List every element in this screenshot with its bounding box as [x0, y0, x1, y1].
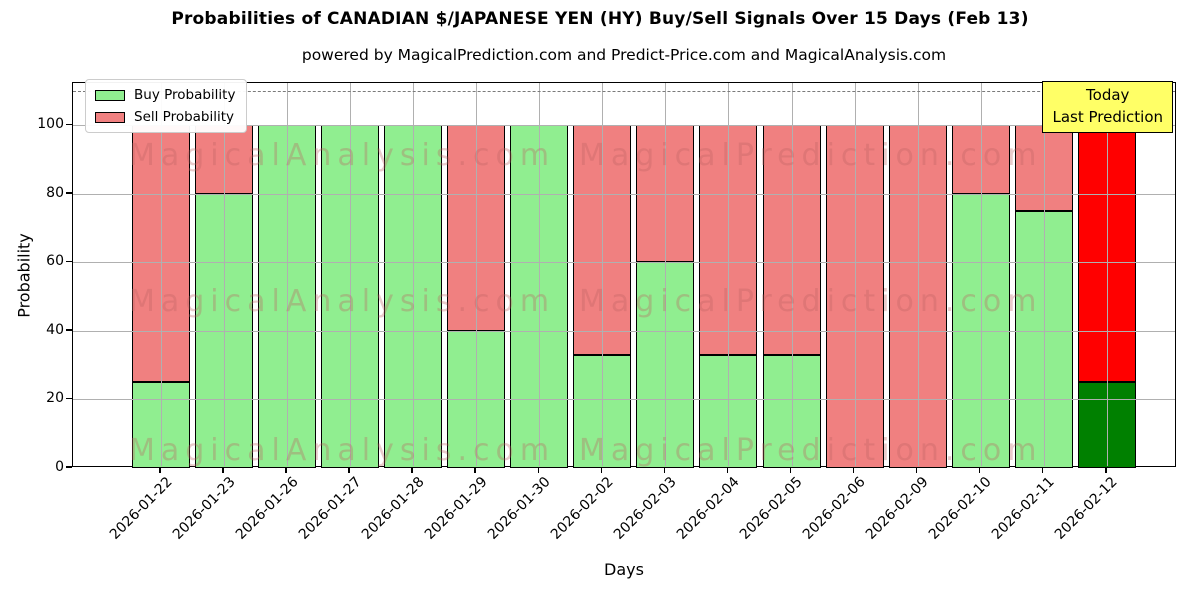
- x-tick-mark: [852, 467, 855, 473]
- v-gridline: [728, 83, 730, 466]
- sell-color-swatch: [95, 111, 125, 123]
- x-tick-mark: [789, 467, 792, 473]
- x-tick-label-text: 2026-02-03: [610, 474, 680, 543]
- x-tick-label-text: 2026-01-23: [169, 474, 239, 543]
- v-gridline: [791, 83, 793, 466]
- x-tick-mark: [285, 467, 287, 473]
- y-tick-mark: [66, 329, 72, 331]
- x-tick-mark: [537, 467, 540, 473]
- x-tick-label-text: 2026-01-26: [232, 474, 302, 543]
- h-gridline: [73, 125, 1175, 127]
- x-tick-mark: [978, 467, 981, 473]
- x-tick-label-text: 2026-02-05: [736, 474, 806, 543]
- buy-color-swatch: [95, 89, 125, 101]
- x-tick-mark: [1104, 467, 1107, 473]
- x-tick-mark: [222, 467, 224, 473]
- y-tick-mark: [66, 123, 72, 126]
- x-tick-label-text: 2026-01-28: [358, 474, 428, 543]
- x-tick-mark: [663, 467, 666, 473]
- v-gridline: [854, 83, 856, 466]
- x-tick-mark: [159, 467, 161, 473]
- v-gridline: [539, 83, 541, 466]
- y-tick-mark: [66, 260, 72, 263]
- legend-label-buy: Buy Probability: [134, 87, 236, 103]
- x-tick-label-text: 2026-02-09: [863, 474, 932, 543]
- y-tick-mark: [66, 397, 72, 400]
- x-tick-mark: [726, 467, 729, 473]
- legend-item-sell: Sell Probability: [95, 109, 235, 125]
- x-tick-label-text: 2026-01-22: [106, 474, 176, 543]
- today-annotation: Today Last Prediction: [1042, 81, 1173, 133]
- y-tick-label: 20: [46, 390, 64, 407]
- x-tick-label-text: 2026-02-12: [1052, 474, 1122, 543]
- v-gridline: [287, 83, 289, 466]
- y-axis-label: Probability: [14, 233, 34, 318]
- y-tick-label: 100: [37, 116, 64, 133]
- v-gridline: [350, 83, 352, 466]
- h-gridline: [73, 193, 1175, 195]
- y-tick-label: 0: [55, 459, 64, 475]
- v-gridline: [161, 83, 162, 466]
- threshold-dashed-line: [73, 91, 1175, 93]
- v-gridline: [413, 83, 415, 466]
- x-tick-mark: [600, 467, 603, 473]
- v-gridline: [476, 83, 478, 466]
- x-tick-label-text: 2026-02-02: [547, 474, 617, 543]
- v-gridline: [917, 83, 919, 466]
- y-tick-mark: [66, 466, 72, 468]
- x-tick-label-text: 2026-02-04: [673, 474, 743, 543]
- h-gridline: [73, 330, 1175, 332]
- x-tick-mark: [348, 467, 350, 473]
- legend: Buy Probability Sell Probability: [85, 79, 248, 133]
- y-tick-label: 60: [46, 253, 64, 270]
- chart-subtitle: powered by MagicalPrediction.com and Pre…: [301, 46, 947, 64]
- annotation-line1: Today: [1086, 86, 1130, 104]
- v-gridline: [665, 83, 667, 466]
- y-tick-label: 40: [46, 321, 64, 338]
- x-tick-mark: [411, 467, 413, 473]
- x-tick-label-text: 2026-01-27: [295, 474, 365, 543]
- v-gridline: [602, 83, 604, 466]
- x-tick-label-text: 2026-02-06: [800, 474, 869, 543]
- plot-area: Buy Probability Sell Probability Today L…: [72, 79, 1176, 468]
- x-tick-mark: [474, 467, 477, 473]
- y-tick-label: 80: [46, 184, 64, 201]
- x-tick-mark: [1041, 467, 1044, 473]
- chart-title: Probabilities of CANADIAN $/JAPANESE YEN…: [171, 9, 1029, 29]
- x-tick-label-text: 2026-01-29: [421, 474, 491, 543]
- h-gridline: [73, 399, 1175, 401]
- x-tick-label-text: 2026-01-30: [484, 474, 554, 543]
- y-tick-mark: [66, 192, 72, 194]
- v-gridline: [224, 83, 226, 466]
- h-gridline: [73, 262, 1175, 264]
- v-gridline: [1043, 83, 1045, 466]
- x-tick-mark: [915, 467, 918, 473]
- legend-label-sell: Sell Probability: [134, 109, 235, 125]
- legend-item-buy: Buy Probability: [95, 87, 235, 103]
- v-gridline: [1106, 83, 1108, 466]
- x-axis-label: Days: [604, 560, 644, 579]
- x-tick-label-text: 2026-02-11: [989, 474, 1059, 543]
- annotation-line2: Last Prediction: [1052, 107, 1163, 126]
- v-gridline: [980, 83, 982, 466]
- x-tick-label-text: 2026-02-10: [926, 474, 995, 543]
